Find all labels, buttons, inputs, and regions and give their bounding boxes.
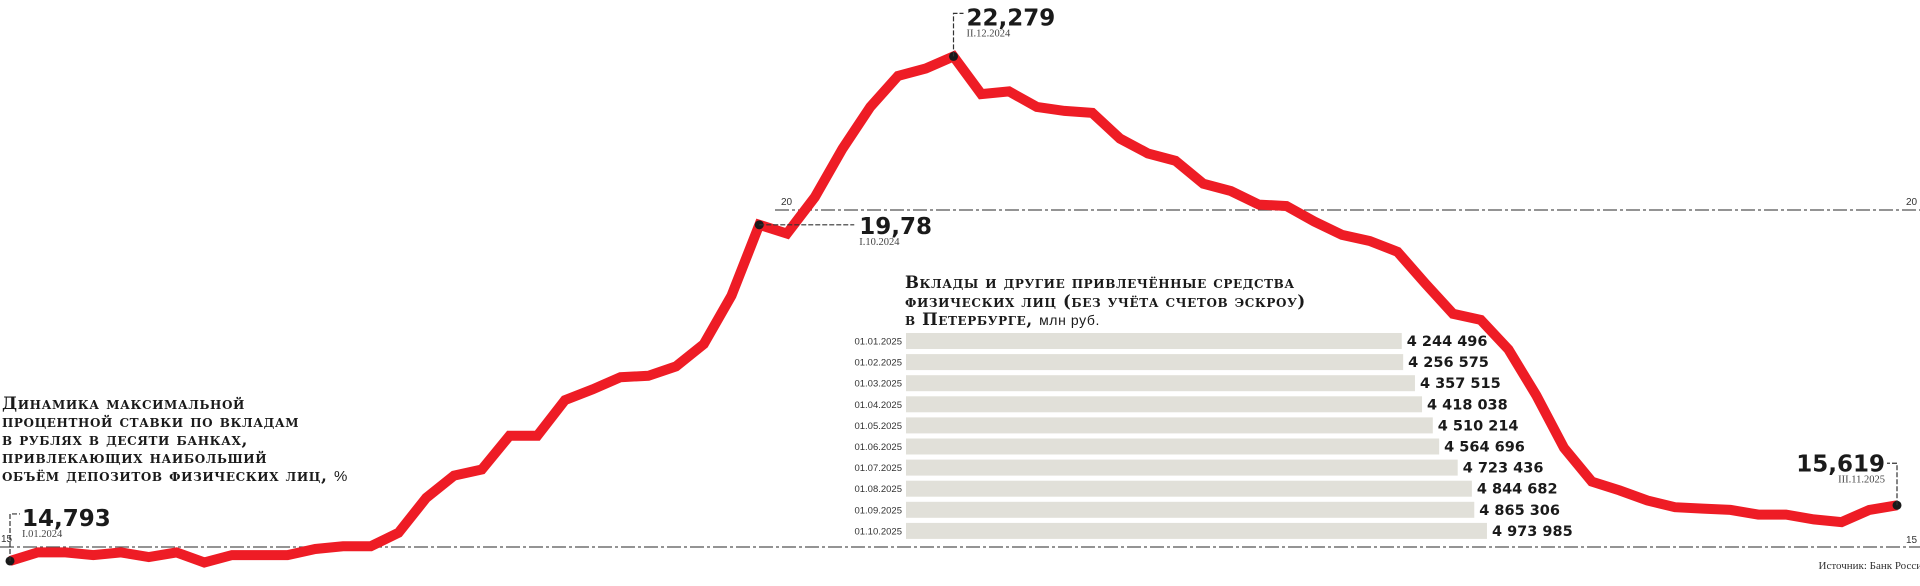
bar-chart-title-line: физических лиц (без учёта счетов эскроу) bbox=[905, 291, 1306, 311]
bar-category-label: 01.01.2025 bbox=[854, 337, 902, 348]
bar-chart-title-line: в Петербурге, bbox=[905, 310, 1033, 329]
bar-value-label: 4 256 575 bbox=[1408, 355, 1489, 371]
annotation-value: 14,793 bbox=[22, 506, 111, 532]
annotation-date: III.11.2025 bbox=[1838, 474, 1885, 485]
bar-value-label: 4 865 306 bbox=[1479, 503, 1560, 519]
y-tick-label: 15 bbox=[1906, 535, 1918, 546]
bar bbox=[906, 417, 1433, 434]
annotation-value: 22,279 bbox=[967, 5, 1056, 31]
bar-category-label: 01.03.2025 bbox=[854, 379, 902, 390]
annotation-leader bbox=[9, 513, 20, 561]
line-chart-title-line: объём депозитов физических лиц, bbox=[2, 466, 328, 486]
bar-value-label: 4 510 214 bbox=[1438, 418, 1519, 434]
bar-category-label: 01.07.2025 bbox=[854, 463, 902, 474]
bar-value-label: 4 564 696 bbox=[1444, 440, 1525, 456]
bar-category-label: 01.05.2025 bbox=[854, 421, 902, 432]
annotation-value: 15,619 bbox=[1796, 451, 1885, 477]
bar bbox=[906, 480, 1472, 497]
bar bbox=[906, 396, 1423, 413]
annotation-leader bbox=[1887, 462, 1898, 506]
bar-value-label: 4 723 436 bbox=[1463, 461, 1544, 477]
bar bbox=[906, 459, 1458, 476]
line-chart-title-last: объём депозитов физических лиц, % bbox=[2, 467, 348, 486]
bar-value-label: 4 357 515 bbox=[1420, 376, 1501, 392]
bar-category-label: 01.06.2025 bbox=[854, 442, 902, 453]
bar-category-label: 01.02.2025 bbox=[854, 358, 902, 369]
line-chart-title-line: привлекающих наибольший bbox=[2, 448, 268, 468]
bar bbox=[906, 438, 1440, 455]
bar-category-label: 01.09.2025 bbox=[854, 505, 902, 516]
line-chart-title-line: процентной ставки по вкладам bbox=[2, 412, 300, 432]
bar bbox=[906, 375, 1415, 392]
line-chart-title-line: в рублях в десяти банках, bbox=[2, 430, 248, 450]
annotation-value: 19,78 bbox=[859, 214, 932, 240]
y-tick-label: 20 bbox=[1906, 197, 1918, 208]
y-tick-label: 15 bbox=[1, 534, 13, 545]
bar-chart-title-line: Вклады и другие привлечённые средства bbox=[905, 273, 1295, 292]
annotation-date: I.01.2024 bbox=[22, 529, 63, 540]
line-chart-title: Динамика максимальной процентной ставки … bbox=[2, 395, 348, 486]
line-chart-unit: % bbox=[334, 468, 348, 485]
bar-value-label: 4 244 496 bbox=[1407, 334, 1488, 350]
y-tick-label: 20 bbox=[781, 197, 793, 208]
bar bbox=[906, 354, 1404, 371]
bar-value-label: 4 973 985 bbox=[1492, 524, 1573, 540]
bar-category-label: 01.04.2025 bbox=[854, 400, 902, 411]
annotation-date: II.12.2024 bbox=[967, 28, 1011, 39]
bar bbox=[906, 501, 1475, 518]
bar bbox=[906, 522, 1487, 539]
bar-category-label: 01.08.2025 bbox=[854, 484, 902, 495]
bar-value-label: 4 844 682 bbox=[1477, 482, 1558, 498]
bar-chart-unit: млн руб. bbox=[1039, 312, 1100, 328]
line-chart-title-line: Динамика максимальной bbox=[2, 394, 245, 414]
bar-chart-title-last: в Петербурге, млн руб. bbox=[905, 310, 1306, 330]
source-note: Источник: Банк России bbox=[1818, 560, 1920, 572]
annotation-leader bbox=[952, 12, 964, 57]
bar bbox=[906, 333, 1402, 349]
annotation-date: I.10.2024 bbox=[859, 237, 900, 248]
bar-category-label: 01.10.2025 bbox=[854, 526, 902, 537]
bar-value-label: 4 418 038 bbox=[1427, 397, 1508, 413]
bar-chart-title: Вклады и другие привлечённые средства фи… bbox=[905, 273, 1306, 330]
